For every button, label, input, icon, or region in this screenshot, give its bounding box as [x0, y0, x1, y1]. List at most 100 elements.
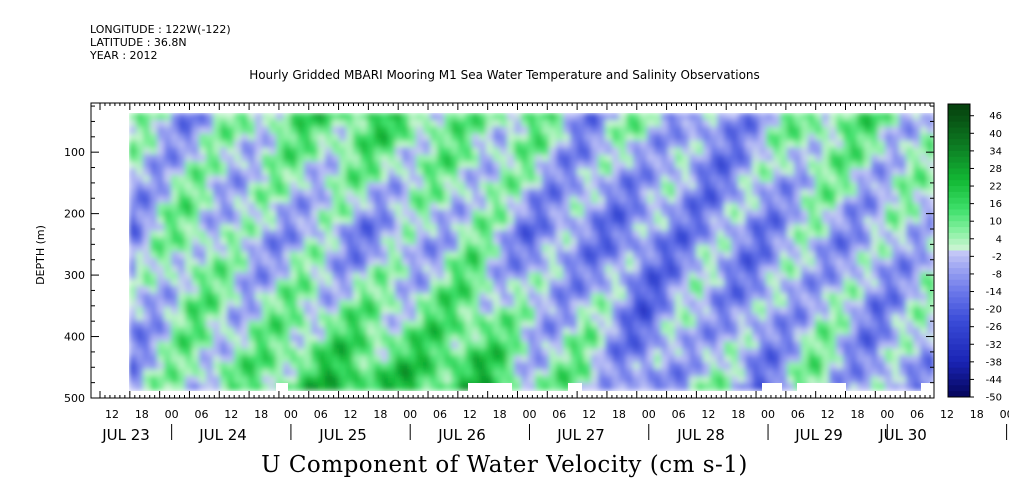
heatmap-cell — [780, 265, 788, 273]
heatmap-cell — [878, 230, 886, 239]
heatmap-cell — [283, 320, 291, 329]
heatmap-cell — [395, 272, 403, 280]
heatmap-cell — [437, 355, 445, 363]
heatmap-cell — [871, 133, 879, 142]
heatmap-cell — [843, 362, 851, 370]
heatmap-cell — [304, 258, 312, 266]
heatmap-cell — [423, 369, 431, 377]
heatmap-cell — [521, 286, 529, 294]
heatmap-cell — [423, 355, 431, 363]
heatmap-cell — [556, 140, 564, 149]
heatmap-cell — [437, 327, 445, 336]
heatmap-cell — [766, 251, 774, 260]
heatmap-cell — [500, 244, 508, 253]
heatmap-cell — [528, 320, 536, 329]
colorbar-swatch — [948, 197, 970, 205]
heatmap-cell — [514, 286, 522, 294]
heatmap-cell — [619, 306, 627, 315]
heatmap-cell — [248, 334, 256, 343]
missing-data-gap — [921, 383, 934, 391]
heatmap-cell — [892, 175, 900, 183]
heatmap-cell — [486, 348, 494, 356]
heatmap-cell — [493, 313, 501, 322]
heatmap-cell — [437, 216, 445, 225]
heatmap-cell — [787, 383, 795, 391]
heatmap-cell — [402, 306, 410, 315]
heatmap-cell — [570, 182, 578, 190]
heatmap-cell — [507, 306, 515, 315]
heatmap-cell — [318, 376, 326, 384]
heatmap-cell — [360, 279, 368, 287]
heatmap-cell — [430, 126, 438, 135]
heatmap-cell — [892, 251, 900, 260]
heatmap-cell — [752, 216, 760, 225]
heatmap-cell — [248, 293, 256, 301]
heatmap-cell — [185, 230, 193, 239]
heatmap-cell — [171, 327, 179, 336]
heatmap-cell — [780, 161, 788, 169]
colorbar-swatch — [948, 133, 970, 140]
heatmap-cell — [171, 196, 179, 204]
heatmap-cell — [185, 168, 193, 176]
heatmap-cell — [822, 237, 830, 246]
heatmap-cell — [493, 203, 501, 211]
heatmap-cell — [773, 265, 781, 273]
heatmap-cell — [927, 258, 934, 266]
heatmap-cell — [164, 175, 172, 183]
heatmap-cell — [262, 175, 270, 183]
heatmap-cell — [164, 119, 172, 128]
heatmap-cell — [493, 299, 501, 308]
heatmap-cell — [227, 244, 235, 253]
heatmap-cell — [857, 348, 865, 356]
heatmap-cell — [164, 279, 172, 287]
heatmap-cell — [241, 355, 249, 363]
heatmap-cell — [360, 327, 368, 336]
heatmap-cell — [276, 119, 284, 128]
heatmap-cell — [801, 334, 809, 343]
heatmap-cell — [395, 140, 403, 149]
heatmap-cell — [430, 258, 438, 266]
heatmap-cell — [836, 327, 844, 336]
heatmap-cell — [563, 237, 571, 246]
heatmap-cell — [836, 119, 844, 128]
heatmap-cell — [759, 376, 767, 384]
heatmap-cell — [668, 189, 676, 197]
heatmap-cell — [668, 126, 676, 135]
heatmap-cell — [409, 182, 417, 190]
heatmap-cell — [682, 161, 690, 169]
heatmap-cell — [794, 168, 802, 176]
heatmap-cell — [710, 320, 718, 329]
heatmap-cell — [164, 327, 172, 336]
heatmap-cell — [668, 244, 676, 253]
heatmap-cell — [283, 251, 291, 260]
heatmap-cell — [850, 293, 858, 301]
heatmap-cell — [927, 320, 934, 329]
heatmap-cell — [563, 334, 571, 343]
heatmap-cell — [325, 327, 333, 336]
x-hour-tick-label: 12 — [463, 408, 477, 421]
heatmap-cell — [297, 244, 305, 253]
heatmap-cell — [269, 244, 277, 253]
heatmap-cell — [178, 244, 186, 253]
heatmap-cell — [479, 140, 487, 149]
heatmap-cell — [199, 369, 207, 377]
heatmap-cell — [290, 230, 298, 239]
heatmap-cell — [164, 341, 172, 350]
heatmap-cell — [773, 320, 781, 329]
heatmap-cell — [269, 348, 277, 356]
heatmap-cell — [451, 133, 459, 142]
heatmap-cell — [927, 196, 934, 204]
heatmap-cell — [353, 147, 361, 156]
heatmap-cell — [731, 376, 739, 384]
heatmap-cell — [927, 376, 934, 384]
heatmap-cell — [549, 306, 557, 315]
heatmap-cell — [521, 237, 529, 246]
heatmap-cell — [556, 203, 564, 211]
heatmap-cell — [766, 299, 774, 308]
heatmap-cell — [360, 133, 368, 142]
heatmap-cell — [521, 320, 529, 329]
heatmap-cell — [675, 126, 683, 135]
heatmap-cell — [192, 327, 200, 336]
heatmap-cell — [563, 161, 571, 169]
heatmap-cell — [899, 251, 907, 260]
